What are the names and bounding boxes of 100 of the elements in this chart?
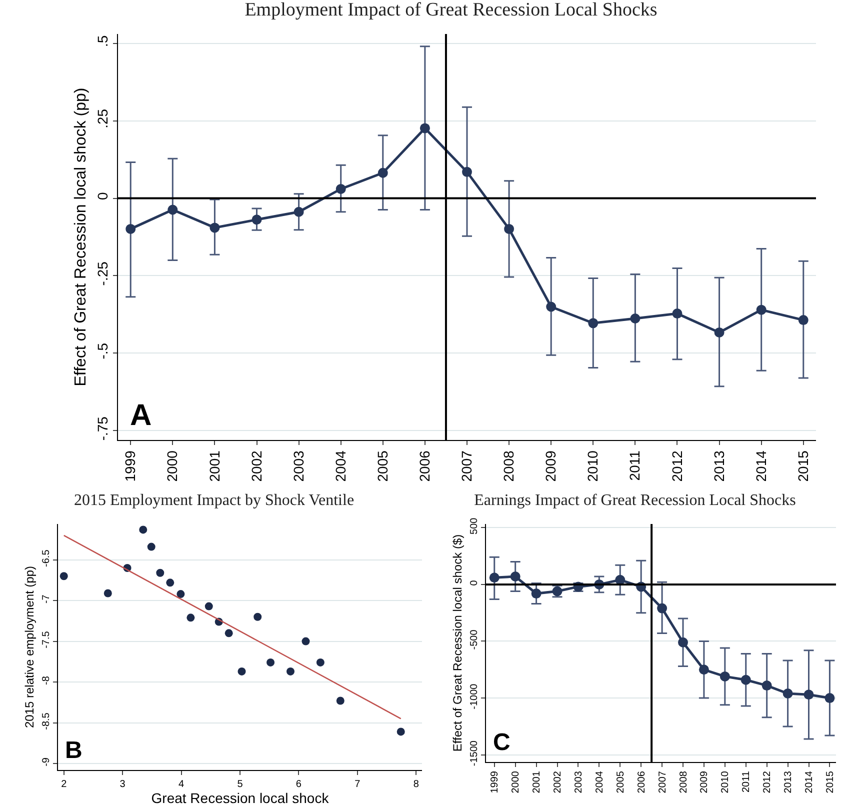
y-tick-label: .25 [94, 108, 110, 128]
point [720, 671, 730, 682]
point [147, 542, 156, 551]
y-tick-label: -1000 [469, 683, 480, 710]
point [678, 637, 688, 648]
x-tick-label: 2002 [248, 450, 264, 482]
y-tick-label: -6.5 [41, 549, 52, 567]
y-tick-label: .5 [94, 35, 110, 48]
y-tick-label: 0 [94, 192, 110, 200]
y-tick-label: -.5 [94, 342, 110, 360]
x-tick-label: 6 [296, 779, 302, 790]
x-tick-label: 2009 [542, 450, 559, 482]
point [740, 674, 751, 685]
point [782, 688, 793, 698]
point [204, 602, 213, 610]
chart-title: Earnings Impact of Great Recession Local Shocks [474, 492, 796, 510]
point [714, 327, 724, 338]
y-tick-label: -9 [41, 757, 52, 766]
point [588, 318, 598, 328]
x-tick-label: 8 [413, 779, 420, 790]
x-tick-label: 2011 [741, 770, 752, 793]
point [546, 302, 556, 312]
x-tick-label: 2008 [678, 770, 690, 794]
point [60, 572, 68, 580]
point [615, 574, 626, 585]
y-tick-label: -.75 [94, 416, 110, 441]
x-tick-label: 4 [178, 779, 185, 790]
point [420, 123, 430, 134]
x-tick-label: 2012 [668, 450, 685, 482]
x-tick-label: 2001 [532, 770, 543, 794]
x-tick-label: 2000 [510, 770, 522, 794]
annotation: A [130, 399, 152, 432]
x-tick-label: 2005 [615, 770, 626, 794]
x-tick-label: 2003 [573, 770, 584, 794]
point [168, 204, 178, 215]
y-tick-label: 0 [469, 580, 480, 586]
point [630, 314, 640, 324]
y-tick-label: -8 [41, 676, 52, 685]
x-tick-label: 3 [120, 779, 126, 790]
point [126, 224, 136, 234]
y-tick-label: 500 [469, 517, 480, 534]
x-tick-label: 2007 [657, 770, 668, 794]
point [252, 214, 262, 225]
x-tick-label: 2000 [164, 450, 180, 482]
x-tick-label: 2015 [794, 450, 811, 482]
point [510, 571, 520, 582]
x-tick-label: 2003 [290, 450, 306, 482]
point [302, 637, 310, 646]
point [156, 568, 164, 577]
x-tick-label: 2014 [804, 770, 815, 794]
x-tick-label: 2006 [416, 450, 432, 482]
point [139, 526, 148, 534]
x-tick-label: 2009 [699, 770, 710, 794]
x-tick-label: 2013 [783, 770, 794, 794]
point [294, 206, 304, 217]
point [762, 680, 772, 691]
point [210, 222, 220, 233]
point [238, 667, 246, 676]
point [266, 658, 275, 666]
point [166, 578, 174, 587]
x-tick-label: 2015 [824, 770, 836, 794]
annotation: C [493, 729, 510, 756]
point [672, 308, 682, 319]
y-tick-label: -.25 [94, 261, 110, 286]
point [698, 664, 709, 675]
point [286, 667, 294, 676]
y-tick-label: -8.5 [41, 712, 52, 730]
y-axis-title: Effect of Great Recession local shock ($) [450, 534, 464, 752]
chart-title: Employment Impact of Great Recession Local Shocks [244, 0, 658, 20]
x-tick-label: 2007 [458, 450, 475, 482]
point [824, 693, 835, 704]
chart-title: 2015 Employment Impact by Shock Ventile [74, 492, 354, 510]
point [336, 184, 346, 194]
point [462, 166, 472, 177]
y-axis-title: Effect of Great Recession local shock (pp) [72, 88, 90, 386]
x-tick-label: 2013 [710, 450, 727, 482]
y-tick-label: -7.5 [41, 630, 52, 648]
x-tick-label: 2012 [762, 770, 774, 794]
x-tick-label: 2004 [594, 770, 606, 794]
point [531, 588, 542, 599]
y-tick-label: -1500 [469, 740, 480, 766]
x-tick-label: 2010 [584, 450, 601, 482]
y-tick-label: -7 [41, 594, 52, 604]
x-tick-label: 2010 [720, 770, 732, 794]
y-axis-title: 2015 relative employment (pp) [22, 566, 36, 728]
x-tick-label: 1999 [490, 770, 501, 794]
annotation: B [65, 737, 82, 764]
x-tick-label: 1999 [122, 450, 138, 482]
x-tick-label: 2006 [636, 770, 648, 794]
x-tick-label: 2004 [332, 450, 348, 482]
x-tick-label: 2011 [626, 450, 643, 481]
x-tick-label: 2005 [374, 450, 390, 482]
x-tick-label: 2014 [752, 450, 769, 482]
point [176, 590, 185, 598]
x-axis-title: Great Recession local shock [151, 790, 330, 806]
x-tick-label: 2001 [206, 450, 222, 482]
x-tick-label: 7 [354, 779, 361, 790]
point [186, 614, 195, 622]
x-tick-label: 5 [237, 779, 244, 790]
point [657, 603, 668, 614]
